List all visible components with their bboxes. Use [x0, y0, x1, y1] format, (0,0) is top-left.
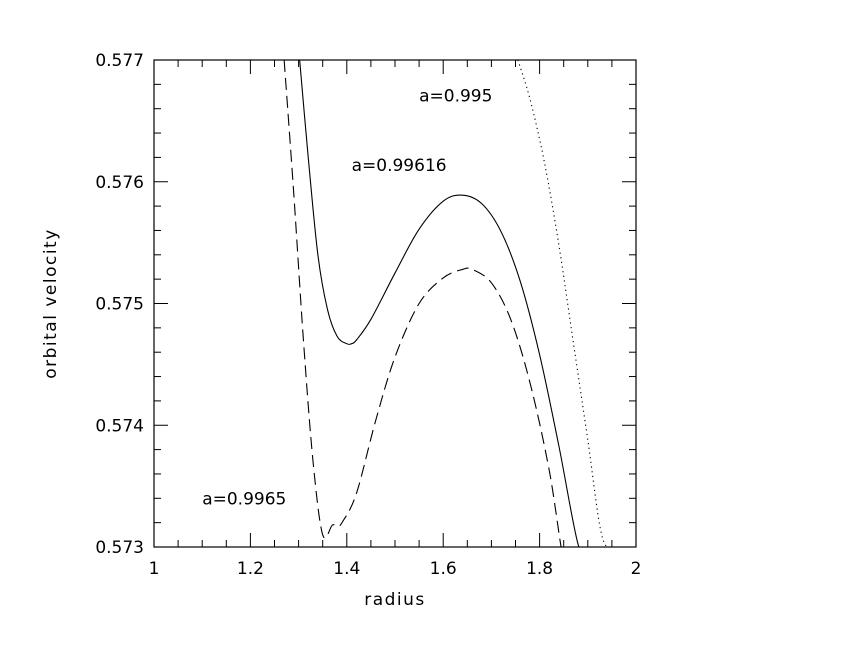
y-tick-label: 0.577	[95, 51, 144, 71]
tick-labels: 1 1.2 1.4 1.6 1.8 2 0.573 0.574 0.575 0.576 0.577	[95, 51, 641, 579]
curve-annotation: a=0.99616	[352, 156, 447, 176]
series-line-dashed	[283, 60, 583, 547]
x-tick-label: 2	[631, 559, 642, 579]
x-tick-label: 1.8	[526, 559, 553, 579]
y-tick-label: 0.575	[95, 295, 144, 315]
x-axis-label: radius	[364, 590, 426, 610]
curve-annotation: a=0.9965	[202, 489, 286, 509]
x-tick-label: 1	[149, 559, 160, 579]
series-layer	[283, 60, 618, 547]
series-line-dotted	[517, 60, 618, 547]
x-tick-label: 1.2	[237, 559, 264, 579]
series-line-solid	[299, 60, 589, 547]
y-axis-label: orbital velocity	[41, 228, 61, 379]
y-tick-label: 0.574	[95, 416, 144, 436]
y-tick-label: 0.576	[95, 173, 144, 193]
y-tick-label: 0.573	[95, 538, 144, 558]
x-tick-label: 1.6	[430, 559, 457, 579]
annotations: a=0.995 a=0.99616 a=0.9965	[202, 86, 492, 509]
x-tick-label: 1.4	[333, 559, 360, 579]
curve-annotation: a=0.995	[419, 86, 492, 106]
axis-ticks	[153, 59, 637, 548]
